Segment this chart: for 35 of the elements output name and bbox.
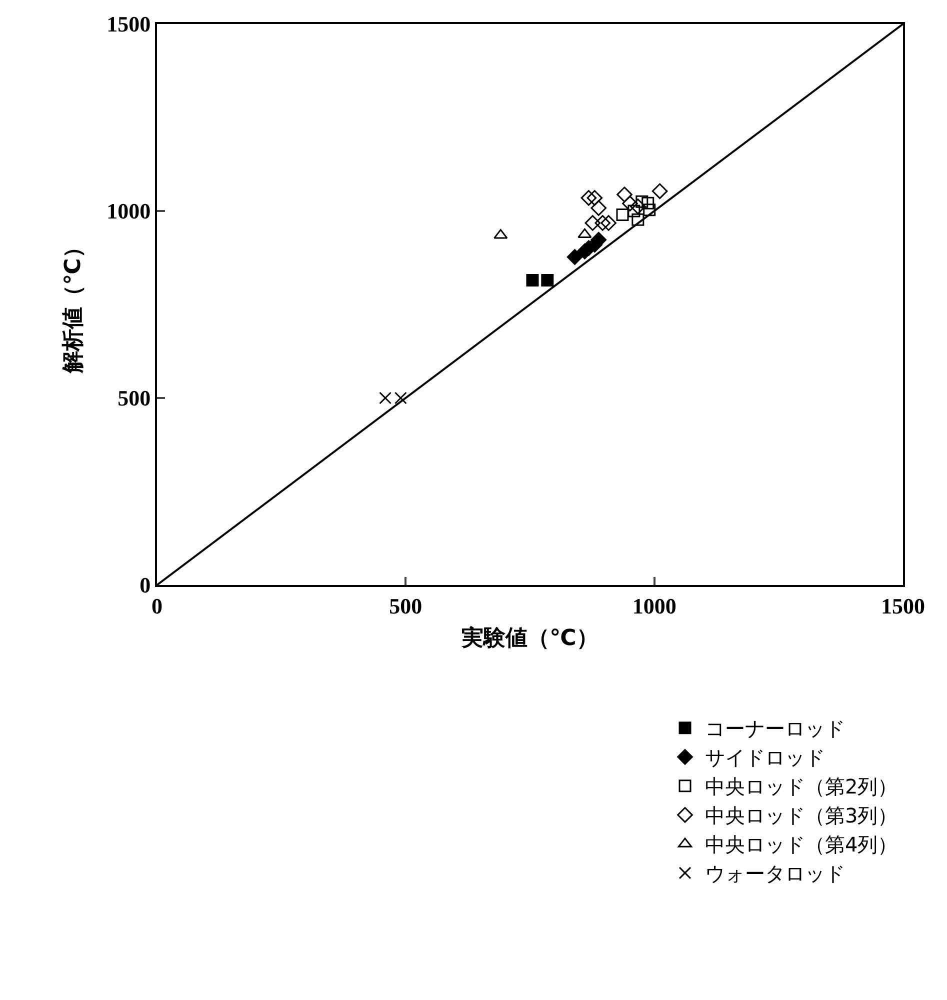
legend-label: サイドロッド bbox=[705, 746, 825, 770]
x-tick-label: 1500 bbox=[881, 593, 925, 618]
point bbox=[394, 392, 407, 404]
point bbox=[586, 190, 603, 206]
point bbox=[630, 198, 646, 214]
point bbox=[622, 196, 638, 212]
y-axis-title: 解析値（℃） bbox=[60, 236, 86, 374]
point bbox=[526, 274, 539, 286]
y-tick-label: 500 bbox=[118, 386, 151, 411]
point bbox=[379, 392, 392, 404]
legend-label: 中央ロッド（第4列） bbox=[705, 832, 898, 857]
point bbox=[616, 186, 632, 202]
point bbox=[566, 249, 583, 265]
point bbox=[578, 228, 592, 238]
x-tick-label: 500 bbox=[389, 593, 422, 618]
point bbox=[652, 183, 668, 200]
legend-label: 中央ロッド（第3列） bbox=[705, 804, 898, 828]
y-tick-label: 0 bbox=[140, 572, 151, 598]
point bbox=[600, 215, 616, 231]
point bbox=[590, 200, 607, 216]
point bbox=[616, 208, 629, 221]
x-tick-label: 1000 bbox=[632, 593, 676, 618]
point bbox=[642, 196, 654, 210]
legend-label: 中央ロッド（第2列） bbox=[705, 774, 898, 799]
point bbox=[580, 190, 597, 206]
point bbox=[584, 215, 601, 231]
point bbox=[632, 213, 644, 226]
y-tick-label: 1500 bbox=[106, 12, 151, 37]
legend-label: ウォータロッド bbox=[705, 862, 845, 886]
x-axis-title: 実験値（℃） bbox=[460, 624, 598, 651]
point bbox=[643, 204, 656, 216]
legend-label: コーナーロッド bbox=[705, 716, 845, 741]
point bbox=[594, 215, 611, 231]
point bbox=[541, 274, 554, 286]
y-tick-label: 1000 bbox=[106, 198, 151, 224]
